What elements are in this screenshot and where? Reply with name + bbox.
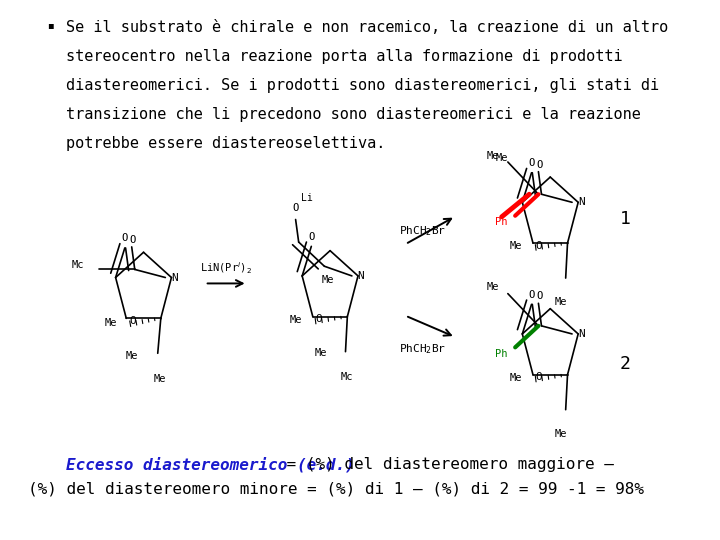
Text: O: O	[308, 232, 315, 242]
Text: Me: Me	[510, 241, 522, 251]
Text: O: O	[536, 373, 542, 382]
Text: O: O	[536, 241, 542, 251]
Text: Me: Me	[321, 275, 333, 285]
Text: Ph: Ph	[495, 217, 508, 227]
Text: Me: Me	[315, 348, 327, 357]
Text: Me: Me	[126, 351, 138, 361]
Text: Me: Me	[554, 297, 567, 307]
Text: stereocentro nella reazione porta alla formazione di prodotti: stereocentro nella reazione porta alla f…	[66, 49, 623, 64]
Text: Me: Me	[153, 374, 166, 384]
Text: O: O	[129, 316, 136, 326]
Text: Se il substrato è chirale e non racemico, la creazione di un altro: Se il substrato è chirale e non racemico…	[66, 20, 668, 35]
Text: Me: Me	[289, 315, 302, 325]
Text: N: N	[578, 197, 585, 207]
Text: N: N	[358, 271, 364, 281]
Text: O: O	[130, 235, 136, 245]
Text: O: O	[528, 158, 535, 168]
Text: = (%) del diastereomero maggiore –: = (%) del diastereomero maggiore –	[277, 457, 613, 472]
Text: Me: Me	[510, 373, 522, 383]
Text: Me: Me	[495, 153, 508, 163]
Text: 1: 1	[619, 210, 630, 228]
Text: PhCH$_2$Br: PhCH$_2$Br	[399, 342, 446, 356]
Text: N: N	[578, 329, 585, 339]
Text: Ph: Ph	[495, 349, 508, 359]
Text: Me: Me	[554, 429, 567, 439]
Text: Eccesso diastereomerico (e.d.): Eccesso diastereomerico (e.d.)	[66, 457, 355, 472]
Text: diastereomerici. Se i prodotti sono diastereomerici, gli stati di: diastereomerici. Se i prodotti sono dias…	[66, 78, 659, 93]
Text: transizione che li precedono sono diastereomerici e la reazione: transizione che li precedono sono diaste…	[66, 107, 641, 122]
Text: O: O	[528, 289, 535, 300]
Text: (%) del diastereomero minore = (%) di 1 – (%) di 2 = 99 -1 = 98%: (%) del diastereomero minore = (%) di 1 …	[28, 482, 644, 497]
Text: PhCH$_2$Br: PhCH$_2$Br	[399, 224, 446, 238]
Text: O: O	[292, 202, 299, 213]
Text: Me: Me	[486, 282, 499, 292]
Text: potrebbe essere diastereoselettiva.: potrebbe essere diastereoselettiva.	[66, 136, 385, 151]
Text: 2: 2	[619, 355, 630, 373]
Text: Li: Li	[301, 193, 312, 203]
Text: ▪: ▪	[48, 20, 54, 30]
Text: O: O	[536, 291, 543, 301]
Text: O: O	[315, 314, 323, 325]
Text: Me: Me	[486, 151, 499, 160]
Text: Mc: Mc	[71, 260, 84, 270]
Text: N: N	[171, 273, 178, 282]
Text: LiN(Pr$^i$)$_2$: LiN(Pr$^i$)$_2$	[200, 261, 252, 276]
Text: O: O	[536, 160, 543, 170]
Text: O: O	[122, 233, 128, 244]
Text: Mc: Mc	[341, 373, 354, 382]
Text: Me: Me	[104, 318, 117, 328]
